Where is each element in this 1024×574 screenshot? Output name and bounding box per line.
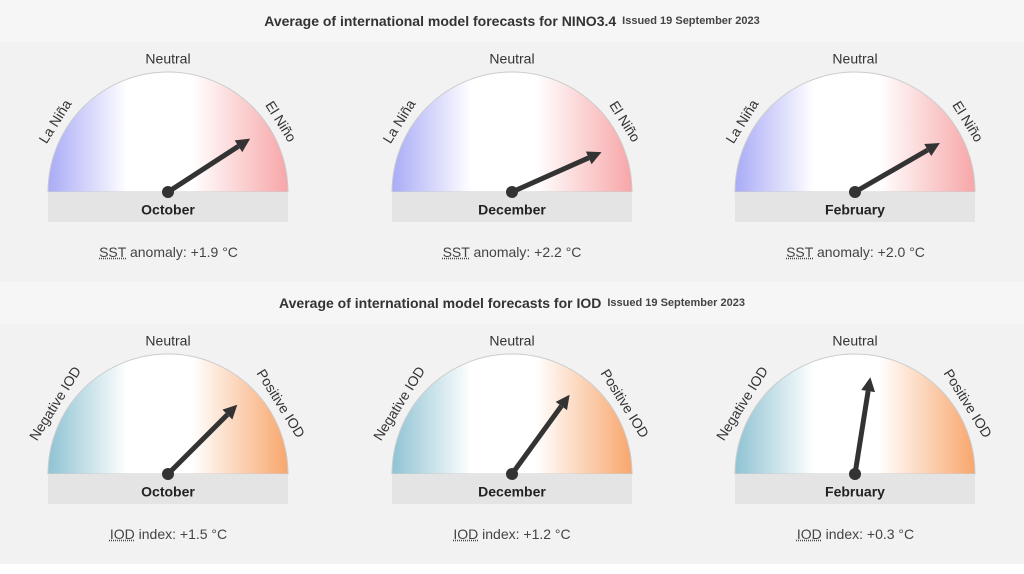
gauge-face <box>47 71 289 193</box>
gauge-label-center: Neutral <box>145 51 190 67</box>
gauge-month-label: December <box>478 202 546 218</box>
anomaly-abbreviation[interactable]: IOD <box>109 526 135 542</box>
anomaly-value: anomaly: +1.9 °C <box>126 244 238 260</box>
nino-gauge-row: La Niña Neutral El Niño October SST anomaly:… <box>0 42 1024 282</box>
gauge-month-label: December <box>478 484 546 500</box>
nino-issued-date: Issued 19 September 2023 <box>622 15 760 27</box>
gauge-month-label: October <box>141 202 195 218</box>
iod-gauge-panel-december: Negative IOD Neutral Positive IOD December I… <box>343 324 681 564</box>
gauge-anomaly-text: IOD index: +1.2 °C <box>453 526 570 542</box>
gauge-face <box>390 71 633 193</box>
gauge-needle <box>852 377 876 475</box>
anomaly-abbreviation[interactable]: SST <box>99 244 127 260</box>
gauge-needle-hub <box>505 468 518 480</box>
gauge-needle <box>510 151 602 195</box>
gauge-label-center: Neutral <box>145 333 190 349</box>
iod-gauge-row: Negative IOD Neutral Positive IOD October IO… <box>0 324 1024 564</box>
gauge-face <box>734 353 976 475</box>
iod-section-header: Average of international model forecasts… <box>0 282 1024 324</box>
iod-gauge-panel-february: Negative IOD Neutral Positive IOD February I… <box>687 324 1024 564</box>
gauge-month-label: October <box>141 484 195 500</box>
anomaly-value: anomaly: +2.2 °C <box>469 244 582 260</box>
anomaly-abbreviation[interactable]: SST <box>786 244 814 260</box>
gauge-face <box>47 353 289 475</box>
gauge-month-label: February <box>825 484 885 500</box>
anomaly-abbreviation[interactable]: IOD <box>453 526 479 542</box>
gauge-needle-hub <box>162 468 174 480</box>
anomaly-value: anomaly: +2.0 °C <box>813 244 925 260</box>
gauge-needle <box>509 394 570 476</box>
gauge-anomaly-text: SST anomaly: +1.9 °C <box>99 244 238 260</box>
nino-title: Average of international model forecasts… <box>264 13 617 29</box>
gauge-face <box>390 353 633 475</box>
gauge-anomaly-text: SST anomaly: +2.2 °C <box>443 244 582 260</box>
gauge-anomaly-text: IOD index: +0.3 °C <box>797 526 914 542</box>
gauge-needle-hub <box>162 186 174 198</box>
gauge-needle <box>166 138 251 195</box>
gauge-label-center: Neutral <box>489 51 534 67</box>
gauge-needle-hub <box>505 186 518 198</box>
anomaly-value: index: +0.3 °C <box>821 526 915 542</box>
iod-title: Average of international model forecasts… <box>279 295 602 311</box>
gauge-face <box>734 71 976 193</box>
gauge-label-center: Neutral <box>832 51 877 67</box>
nino-gauge-panel-december: La Niña Neutral El Niño December SST anomaly… <box>343 42 681 282</box>
iod-gauge-panel-october: Negative IOD Neutral Positive IOD October IO… <box>0 324 337 564</box>
gauge-needle <box>166 404 238 476</box>
anomaly-value: index: +1.2 °C <box>478 526 571 542</box>
nino-section-header: Average of international model forecasts… <box>0 0 1024 42</box>
gauge-label-center: Neutral <box>832 333 877 349</box>
gauge-month-label: February <box>825 202 885 218</box>
gauge-needle-hub <box>849 186 861 198</box>
anomaly-value: index: +1.5 °C <box>134 526 228 542</box>
anomaly-abbreviation[interactable]: SST <box>442 244 470 260</box>
nino-gauge-panel-february: La Niña Neutral El Niño February SST anomaly… <box>687 42 1024 282</box>
gauge-needle-hub <box>849 468 861 480</box>
iod-issued-date: Issued 19 September 2023 <box>607 297 745 309</box>
nino-gauge-panel-october: La Niña Neutral El Niño October SST anomaly:… <box>0 42 337 282</box>
gauge-anomaly-text: IOD index: +1.5 °C <box>110 526 227 542</box>
anomaly-abbreviation[interactable]: IOD <box>796 526 822 542</box>
gauge-needle <box>853 143 940 195</box>
gauge-label-center: Neutral <box>489 333 534 349</box>
gauge-anomaly-text: SST anomaly: +2.0 °C <box>786 244 925 260</box>
